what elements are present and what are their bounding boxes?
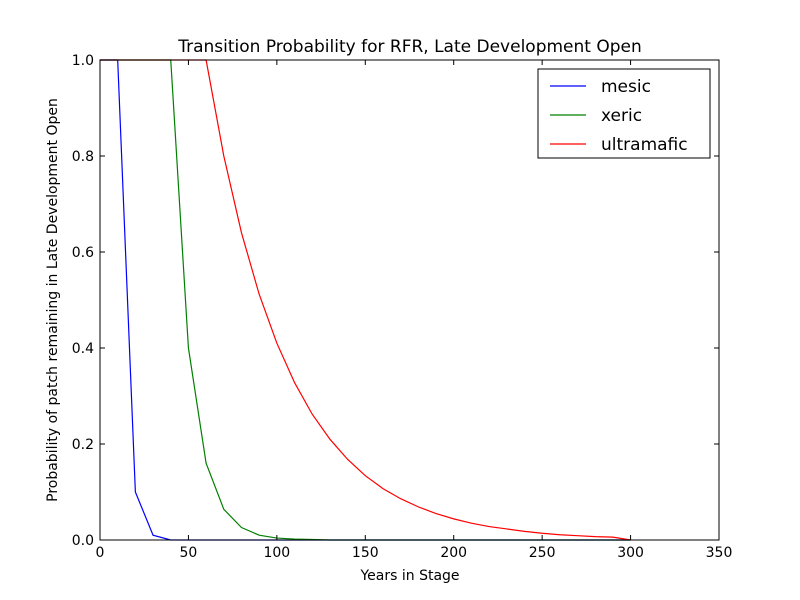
x-tick-label: 200: [440, 545, 467, 561]
legend-label-mesic: mesic: [601, 77, 651, 97]
x-axis-label: Years in Stage: [359, 568, 459, 584]
x-tick-label: 50: [180, 545, 198, 561]
plot-frame: [99, 59, 720, 541]
y-tick-label: 0.0: [72, 533, 94, 549]
chart-title: Transition Probability for RFR, Late Dev…: [177, 37, 642, 57]
y-tick-label: 0.6: [72, 245, 94, 261]
y-axis-label: Probability of patch remaining in Late D…: [45, 98, 61, 502]
x-tick-label: 350: [706, 545, 733, 561]
x-tick-label: 250: [529, 545, 556, 561]
legend-label-ultramafic: ultramafic: [601, 135, 688, 155]
y-tick-label: 1.0: [72, 53, 94, 69]
x-tick-label: 150: [352, 545, 379, 561]
y-tick-label: 0.4: [72, 341, 94, 357]
legend-box: [537, 68, 711, 159]
plot-area: 0 50 100 150 200 250 300 350 0.0 0.2 0.4 0.6 0.8 1.0 m…: [72, 53, 733, 561]
y-tick-label: 0.8: [72, 149, 94, 165]
legend-label-xeric: xeric: [601, 106, 642, 126]
x-tick-label: 0: [96, 545, 105, 561]
x-tick-label: 100: [263, 545, 290, 561]
x-tick-label: 300: [617, 545, 644, 561]
y-tick-label: 0.2: [72, 437, 94, 453]
